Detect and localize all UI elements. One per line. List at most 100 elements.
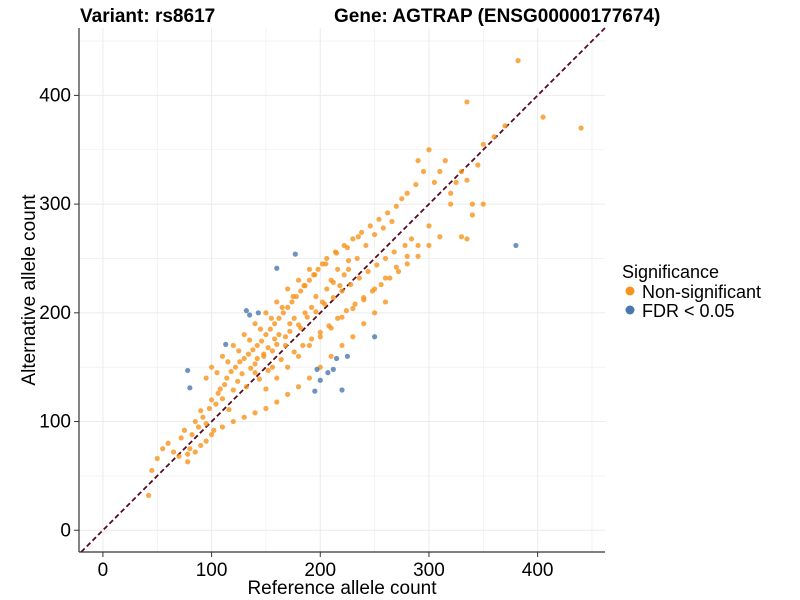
- point-non-significant: [215, 390, 221, 396]
- point-non-significant: [189, 431, 195, 438]
- point-non-significant: [285, 391, 291, 397]
- point-non-significant: [176, 453, 182, 459]
- point-non-significant: [469, 212, 476, 218]
- point-non-significant: [192, 418, 198, 425]
- legend-label-fdr: FDR < 0.05: [642, 301, 735, 321]
- point-non-significant: [192, 449, 198, 455]
- point-non-significant: [252, 321, 258, 327]
- point-non-significant: [306, 277, 312, 283]
- point-non-significant: [464, 177, 470, 183]
- point-non-significant: [185, 451, 191, 457]
- y-tick-label: 100: [39, 412, 71, 433]
- point-non-significant: [413, 181, 419, 188]
- point-non-significant: [267, 326, 273, 332]
- point-non-significant: [235, 378, 241, 384]
- point-non-significant: [380, 225, 386, 231]
- legend-title: Significance: [622, 262, 719, 282]
- point-non-significant: [279, 304, 285, 310]
- grid-layer: [79, 28, 605, 552]
- point-non-significant: [269, 364, 276, 370]
- point-non-significant: [248, 365, 254, 371]
- point-non-significant: [241, 355, 247, 362]
- x-tick-label: 300: [413, 560, 445, 581]
- point-non-significant: [256, 376, 263, 382]
- point-non-significant: [195, 424, 202, 430]
- point-non-significant: [217, 386, 223, 392]
- point-fdr-significant: [330, 366, 336, 372]
- point-non-significant: [453, 179, 459, 185]
- point-non-significant: [339, 314, 345, 320]
- point-non-significant: [491, 134, 497, 140]
- point-non-significant: [343, 308, 349, 314]
- point-non-significant: [330, 279, 336, 285]
- point-non-significant: [404, 261, 410, 267]
- point-non-significant: [203, 438, 209, 444]
- point-non-significant: [374, 262, 380, 268]
- point-non-significant: [225, 359, 231, 365]
- point-non-significant: [237, 359, 243, 365]
- point-non-significant: [382, 275, 389, 281]
- point-non-significant: [324, 286, 330, 292]
- point-non-significant: [341, 272, 347, 278]
- point-non-significant: [350, 305, 356, 312]
- point-fdr-significant: [317, 377, 323, 383]
- point-non-significant: [203, 421, 209, 427]
- point-non-significant: [211, 427, 217, 433]
- x-tick-label: 400: [522, 560, 554, 581]
- point-non-significant: [480, 141, 486, 147]
- point-non-significant: [219, 396, 226, 402]
- point-non-significant: [232, 364, 239, 370]
- legend-swatch-fdr: [625, 305, 635, 315]
- point-non-significant: [154, 455, 160, 462]
- point-non-significant: [345, 266, 352, 272]
- x-tick-label: 200: [304, 560, 336, 581]
- point-fdr-significant: [185, 367, 191, 374]
- point-non-significant: [290, 293, 296, 300]
- point-non-significant: [365, 268, 371, 275]
- point-non-significant: [214, 370, 220, 376]
- point-fdr-significant: [314, 366, 320, 372]
- point-non-significant: [350, 236, 356, 242]
- point-fdr-significant: [372, 334, 378, 340]
- point-non-significant: [301, 283, 307, 289]
- x-tick-label: 100: [196, 560, 228, 581]
- point-non-significant: [323, 261, 329, 267]
- point-non-significant: [404, 253, 410, 259]
- point-non-significant: [345, 258, 352, 264]
- point-non-significant: [276, 331, 282, 338]
- point-non-significant: [252, 410, 258, 416]
- point-non-significant: [258, 338, 265, 344]
- point-non-significant: [295, 353, 302, 359]
- point-non-significant: [328, 353, 334, 359]
- point-non-significant: [464, 99, 470, 105]
- variant-title: Variant: rs8617: [80, 6, 215, 27]
- point-non-significant: [337, 283, 343, 289]
- point-non-significant: [274, 375, 280, 381]
- point-non-significant: [389, 218, 395, 225]
- point-non-significant: [263, 331, 269, 338]
- point-non-significant: [245, 351, 252, 357]
- point-non-significant: [219, 353, 226, 359]
- point-non-significant: [239, 371, 245, 377]
- point-non-significant: [252, 361, 258, 367]
- point-non-significant: [426, 242, 432, 249]
- point-non-significant: [319, 299, 326, 305]
- points-layer: [145, 58, 584, 499]
- point-non-significant: [302, 310, 308, 316]
- point-non-significant: [313, 309, 319, 315]
- point-non-significant: [280, 310, 286, 316]
- point-non-significant: [170, 449, 177, 455]
- point-non-significant: [257, 326, 264, 332]
- point-non-significant: [426, 223, 432, 229]
- point-non-significant: [250, 347, 256, 353]
- point-non-significant: [219, 424, 226, 430]
- point-non-significant: [393, 264, 399, 270]
- point-non-significant: [198, 408, 204, 414]
- point-fdr-significant: [339, 387, 345, 393]
- point-non-significant: [306, 266, 312, 272]
- point-non-significant: [385, 210, 391, 216]
- point-non-significant: [181, 427, 188, 433]
- point-non-significant: [404, 190, 410, 196]
- point-non-significant: [269, 348, 276, 354]
